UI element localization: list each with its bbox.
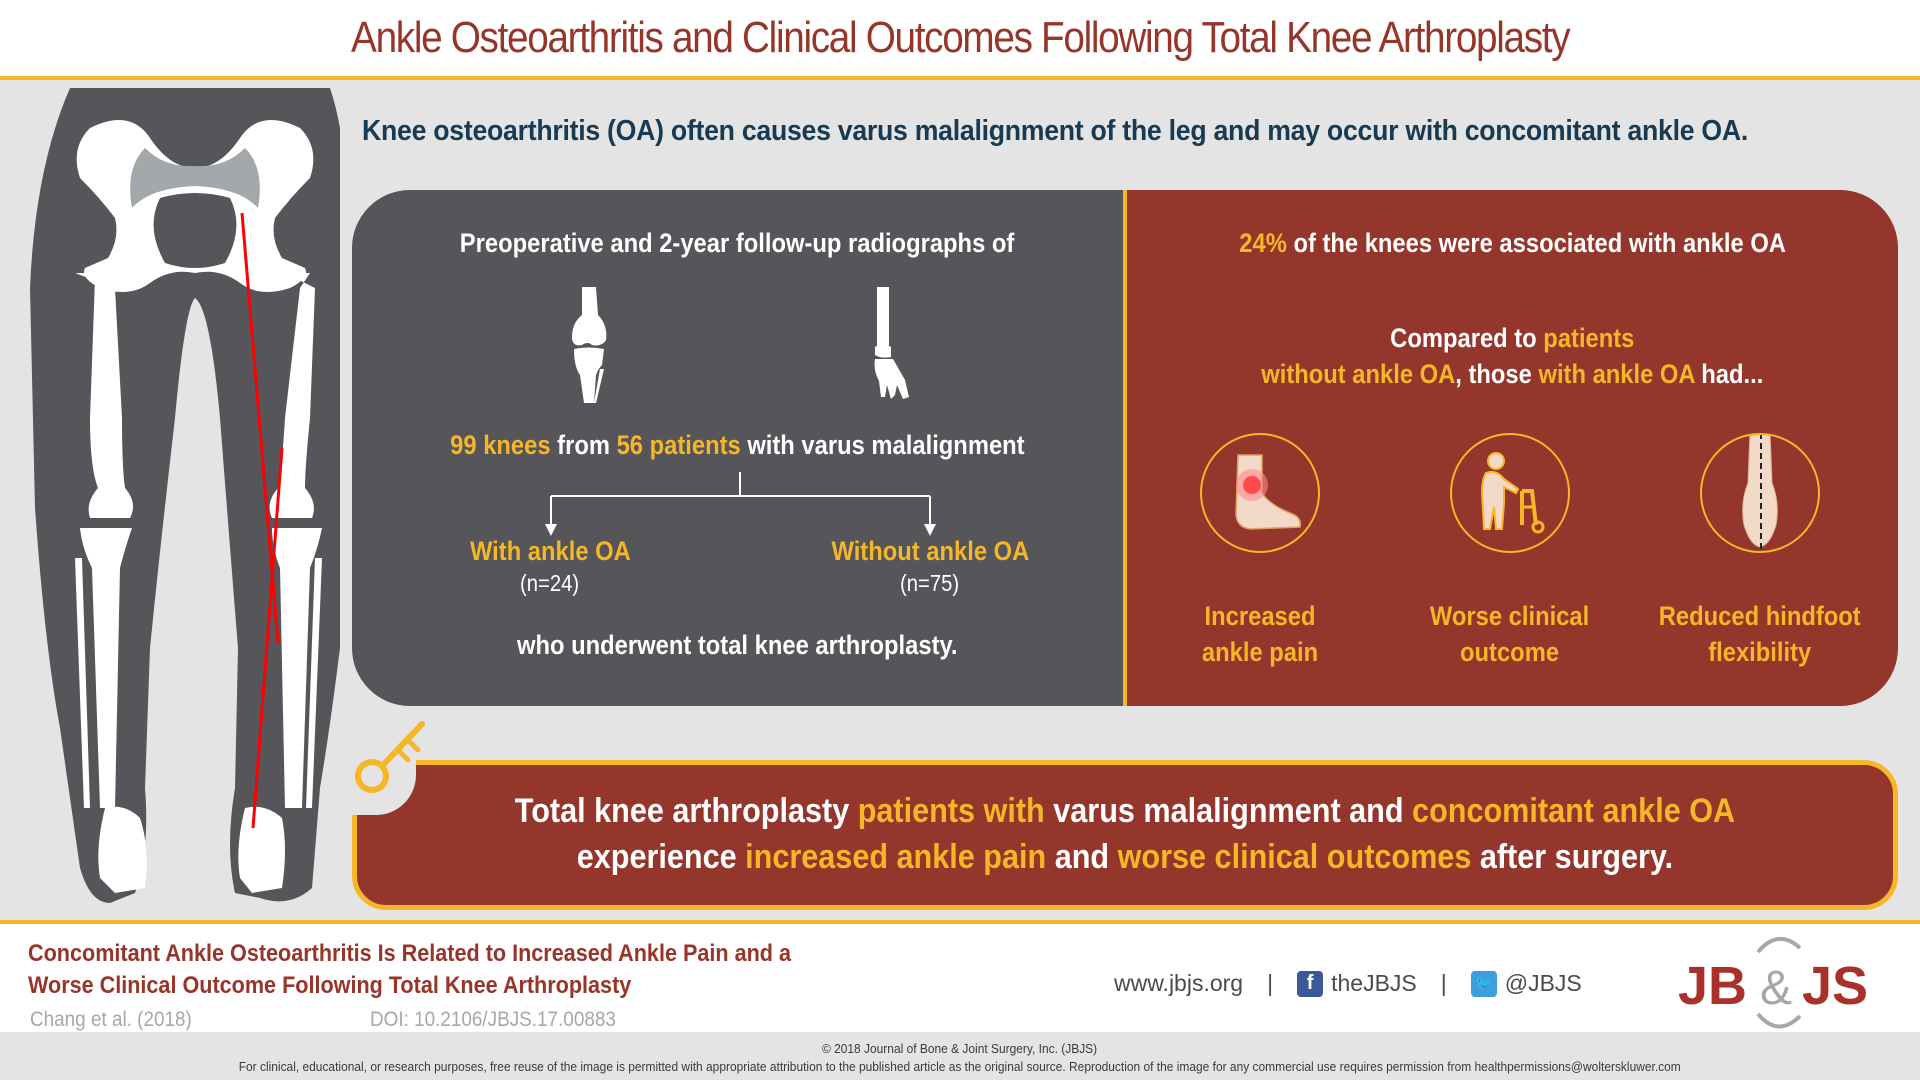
authors: Chang et al. (2018) (30, 1008, 192, 1031)
comparison-text: Compared to patients without ankle OA, t… (1261, 323, 1764, 389)
copyright-line-2: For clinical, educational, or research p… (238, 1059, 1682, 1074)
key-icon (355, 721, 425, 793)
separator: | (1440, 970, 1447, 996)
cohort-text: 99 knees from 56 patients with varus mal… (450, 430, 1025, 460)
page-title: Ankle Osteoarthritis and Clinical Outcom… (350, 13, 1571, 62)
split-arrow-diagram (545, 472, 936, 536)
prevalence-stat: 24% of the knees were associated with an… (1239, 228, 1786, 258)
methods-heading: Preoperative and 2-year follow-up radiog… (460, 228, 1015, 258)
knee-bone-icon (572, 287, 607, 403)
facebook-link[interactable]: f theJBJS (1297, 970, 1417, 997)
key-finding-box (352, 760, 1898, 910)
group-without-ankle-oa: Without ankle OA (831, 536, 1029, 566)
ankle-pain-icon (1200, 433, 1320, 553)
intro-text: Knee osteoarthritis (OA) often causes va… (362, 115, 1749, 147)
twitter-icon: 🐦 (1470, 970, 1497, 997)
group-without-ankle-oa-n: (n=75) (900, 570, 960, 596)
group-with-ankle-oa: With ankle OA (469, 536, 631, 566)
walker-person-icon (1450, 433, 1570, 553)
hindfoot-icon (1700, 433, 1820, 553)
svg-text:JB: JB (1678, 956, 1747, 1016)
panel-divider (1123, 190, 1127, 706)
social-links: www.jbjs.org | f theJBJS | 🐦 @JBJS (1114, 970, 1582, 997)
copyright-line-1: © 2018 Journal of Bone & Joint Surgery, … (822, 1041, 1098, 1056)
doi-link[interactable]: DOI: 10.2106/JBJS.17.00883 (370, 1008, 616, 1031)
key-finding-text: Total knee arthroplasty patients with va… (514, 792, 1736, 876)
svg-text:JS: JS (1802, 956, 1868, 1016)
outcome-label-ankle-pain: Increased ankle pain (1201, 601, 1319, 667)
outcome-label-clinical: Worse clinical outcome (1430, 601, 1590, 667)
twitter-link[interactable]: 🐦 @JBJS (1470, 970, 1582, 997)
methods-footer: who underwent total knee arthroplasty. (517, 630, 958, 660)
footer: Concomitant Ankle Osteoarthritis Is Rela… (0, 920, 1920, 1032)
jbjs-logo[interactable]: JB & JS (1668, 934, 1888, 1030)
outcome-label-hindfoot: Reduced hindfoot flexibility (1659, 601, 1861, 667)
website-link[interactable]: www.jbjs.org (1114, 970, 1244, 996)
facebook-icon: f (1297, 970, 1324, 997)
legs-skeleton-illustration (30, 88, 340, 903)
separator: | (1267, 970, 1274, 996)
group-with-ankle-oa-n: (n=24) (520, 570, 580, 596)
article-title[interactable]: Concomitant Ankle Osteoarthritis Is Rela… (28, 940, 792, 999)
ankle-foot-bone-icon (874, 287, 909, 399)
svg-text:&: & (1760, 962, 1792, 1015)
copyright-notice: © 2018 Journal of Bone & Joint Surgery, … (0, 1034, 1920, 1080)
header: Ankle Osteoarthritis and Clinical Outcom… (0, 0, 1920, 80)
methods-panel (352, 190, 1123, 706)
